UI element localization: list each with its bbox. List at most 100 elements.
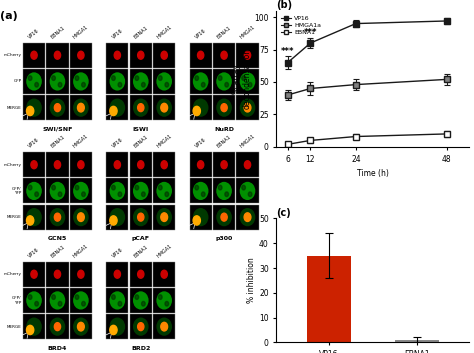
FancyBboxPatch shape bbox=[153, 205, 175, 229]
Text: mCherry: mCherry bbox=[4, 163, 22, 167]
FancyBboxPatch shape bbox=[23, 152, 45, 177]
Ellipse shape bbox=[73, 182, 89, 200]
Ellipse shape bbox=[156, 291, 172, 310]
FancyBboxPatch shape bbox=[23, 179, 45, 203]
FancyBboxPatch shape bbox=[106, 205, 128, 229]
FancyBboxPatch shape bbox=[23, 262, 45, 287]
Text: HMGA1: HMGA1 bbox=[73, 243, 90, 258]
Text: HMGA1: HMGA1 bbox=[155, 243, 173, 258]
Ellipse shape bbox=[133, 72, 148, 91]
Circle shape bbox=[137, 270, 144, 278]
Ellipse shape bbox=[216, 72, 232, 91]
FancyBboxPatch shape bbox=[213, 69, 235, 94]
FancyBboxPatch shape bbox=[237, 179, 259, 203]
Circle shape bbox=[31, 161, 37, 169]
Circle shape bbox=[198, 161, 204, 169]
Y-axis label: % array
decondensation: % array decondensation bbox=[232, 48, 252, 109]
FancyBboxPatch shape bbox=[106, 69, 128, 94]
FancyBboxPatch shape bbox=[153, 288, 175, 313]
Circle shape bbox=[165, 83, 169, 87]
Ellipse shape bbox=[156, 72, 172, 91]
Ellipse shape bbox=[193, 208, 209, 226]
Ellipse shape bbox=[109, 318, 125, 336]
Text: HMGA1: HMGA1 bbox=[73, 133, 90, 149]
Circle shape bbox=[35, 83, 38, 87]
Text: EBNA1: EBNA1 bbox=[133, 134, 149, 149]
Ellipse shape bbox=[109, 208, 125, 226]
Text: (b): (b) bbox=[276, 0, 292, 10]
Ellipse shape bbox=[50, 98, 65, 117]
Circle shape bbox=[28, 295, 32, 299]
Circle shape bbox=[244, 103, 251, 112]
Circle shape bbox=[28, 76, 32, 80]
Circle shape bbox=[201, 83, 205, 87]
FancyBboxPatch shape bbox=[153, 262, 175, 287]
Circle shape bbox=[114, 51, 120, 59]
Text: NuRD: NuRD bbox=[214, 127, 234, 132]
Circle shape bbox=[221, 51, 227, 59]
FancyBboxPatch shape bbox=[106, 43, 128, 68]
FancyBboxPatch shape bbox=[153, 152, 175, 177]
Circle shape bbox=[55, 161, 61, 169]
Ellipse shape bbox=[193, 72, 209, 91]
Circle shape bbox=[58, 192, 62, 197]
Circle shape bbox=[78, 270, 84, 278]
Circle shape bbox=[137, 51, 144, 59]
Bar bbox=[395, 340, 438, 342]
FancyBboxPatch shape bbox=[23, 314, 45, 339]
Circle shape bbox=[118, 301, 122, 306]
Circle shape bbox=[52, 76, 55, 80]
Text: VP16: VP16 bbox=[111, 247, 124, 258]
Ellipse shape bbox=[133, 182, 148, 200]
Circle shape bbox=[78, 103, 84, 112]
Ellipse shape bbox=[50, 318, 65, 336]
Circle shape bbox=[161, 161, 167, 169]
Circle shape bbox=[58, 301, 62, 306]
Circle shape bbox=[118, 192, 122, 197]
Text: VP16: VP16 bbox=[194, 28, 207, 40]
Text: pCAF: pCAF bbox=[132, 236, 150, 241]
Circle shape bbox=[58, 83, 62, 87]
Circle shape bbox=[27, 106, 34, 116]
Circle shape bbox=[110, 325, 117, 335]
Ellipse shape bbox=[73, 98, 89, 117]
Ellipse shape bbox=[50, 208, 65, 226]
FancyBboxPatch shape bbox=[70, 95, 92, 120]
Circle shape bbox=[35, 192, 38, 197]
FancyBboxPatch shape bbox=[106, 179, 128, 203]
Ellipse shape bbox=[133, 208, 148, 226]
FancyBboxPatch shape bbox=[237, 69, 259, 94]
Circle shape bbox=[52, 185, 55, 190]
FancyBboxPatch shape bbox=[106, 262, 128, 287]
Circle shape bbox=[137, 161, 144, 169]
Circle shape bbox=[198, 51, 204, 59]
FancyBboxPatch shape bbox=[190, 152, 212, 177]
Circle shape bbox=[161, 322, 168, 331]
Ellipse shape bbox=[26, 208, 42, 226]
Circle shape bbox=[161, 270, 167, 278]
Circle shape bbox=[137, 323, 144, 331]
FancyBboxPatch shape bbox=[130, 205, 152, 229]
Text: EBNA1: EBNA1 bbox=[133, 244, 149, 258]
Y-axis label: % inhibition: % inhibition bbox=[247, 258, 256, 303]
Ellipse shape bbox=[109, 72, 125, 91]
Text: EBNA1: EBNA1 bbox=[49, 134, 65, 149]
Circle shape bbox=[244, 213, 251, 221]
Text: mCherry: mCherry bbox=[4, 53, 22, 57]
Circle shape bbox=[135, 185, 139, 190]
Circle shape bbox=[55, 104, 61, 112]
Text: SWI/SNF: SWI/SNF bbox=[42, 127, 73, 132]
FancyBboxPatch shape bbox=[237, 43, 259, 68]
Circle shape bbox=[55, 51, 61, 59]
Circle shape bbox=[225, 83, 228, 87]
Ellipse shape bbox=[240, 72, 255, 91]
Circle shape bbox=[75, 295, 79, 299]
Ellipse shape bbox=[109, 98, 125, 117]
Text: BRD4: BRD4 bbox=[48, 346, 67, 351]
Text: GFP/
YFP: GFP/ YFP bbox=[12, 296, 22, 305]
Text: GFP/
YFP: GFP/ YFP bbox=[12, 187, 22, 195]
Circle shape bbox=[78, 213, 84, 221]
Ellipse shape bbox=[216, 182, 232, 200]
FancyBboxPatch shape bbox=[130, 179, 152, 203]
FancyBboxPatch shape bbox=[46, 95, 69, 120]
